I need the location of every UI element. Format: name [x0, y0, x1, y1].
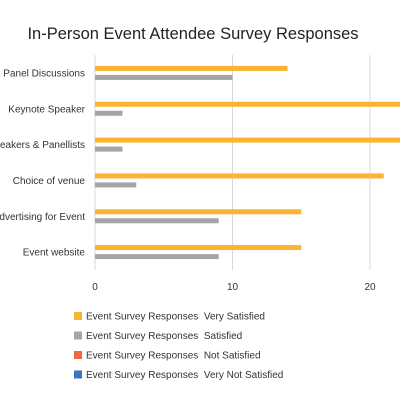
legend-label: Event Survey Responses Very Not Satisfie… [86, 370, 283, 381]
legend-swatch [74, 370, 82, 379]
legend-label: Event Survey Responses Satisfied [86, 331, 242, 342]
category-labels: Panel Discussions Keynote Speaker Speakers… [0, 68, 86, 258]
bar-2-5 [95, 218, 219, 224]
x-axis-tick-labels: 0 10 20 [92, 282, 376, 293]
legend-label: Event Survey Responses Very Satisfied [86, 312, 265, 323]
bar-2-2 [95, 110, 123, 116]
grid-lines [94, 55, 371, 270]
bar-2-6 [95, 254, 219, 260]
category-label: Advertising for Event [0, 212, 85, 223]
legend-swatch [74, 351, 82, 359]
bar-1-3 [95, 137, 400, 143]
tick-label: 20 [364, 282, 376, 293]
tick-label: 10 [227, 282, 239, 293]
bar-1-1 [95, 65, 288, 71]
bar-2-3 [95, 146, 123, 152]
chart-title: In-Person Event Attendee Survey Response… [27, 25, 358, 43]
bar-1-4 [95, 173, 384, 179]
legend-label: Event Survey Responses Not Satisfied [86, 351, 261, 362]
category-label: Panel Discussions [3, 68, 85, 79]
category-label: Choice of venue [13, 176, 86, 187]
bars [95, 65, 400, 260]
category-label: Event website [23, 248, 86, 259]
bar-2-1 [95, 74, 233, 80]
legend: Event Survey Responses Very Satisfied Eve… [74, 312, 283, 381]
category-label: Speakers & Panellists [0, 140, 85, 151]
legend-swatch [74, 331, 82, 340]
bar-1-5 [95, 209, 302, 215]
legend-swatch [74, 312, 82, 320]
tick-label: 0 [92, 282, 98, 293]
category-label: Keynote Speaker [8, 104, 85, 115]
bar-1-6 [95, 245, 302, 251]
bar-1-2 [95, 101, 400, 107]
bar-2-4 [95, 182, 137, 188]
